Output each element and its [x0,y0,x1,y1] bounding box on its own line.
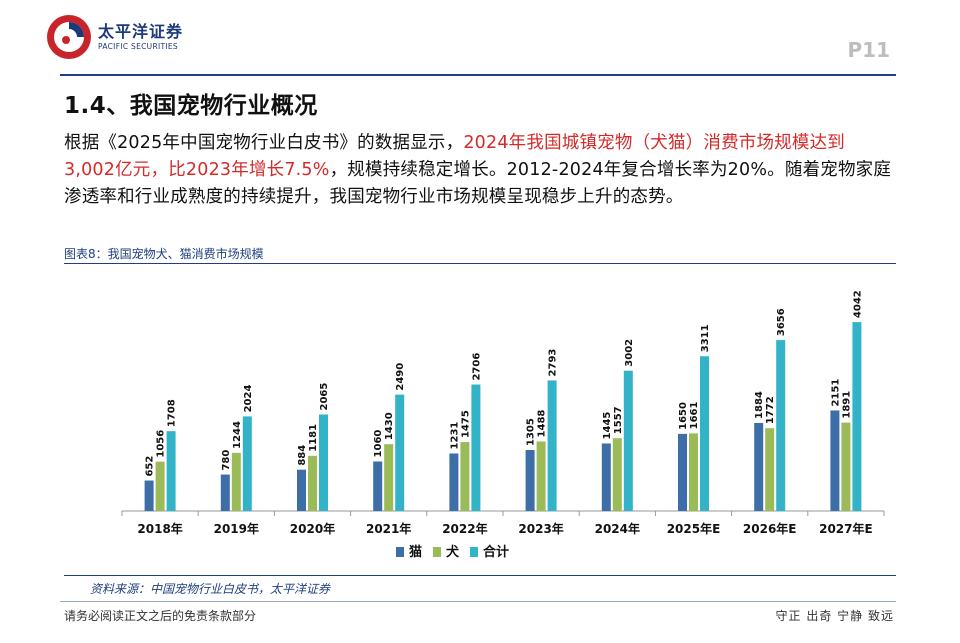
intro-highlight: 2024年我国城镇宠物（犬猫）消费市场规模达到3,002亿元，比2023年增长7… [64,133,845,180]
bar-猫-2024年 [601,443,611,511]
data-label-合计-2023年: 2793 [548,349,559,377]
data-label-犬-2027年E: 1891 [841,391,852,419]
header-divider [60,74,896,76]
data-label-合计-2027年E: 4042 [852,290,863,318]
bar-犬-2019年 [231,452,241,511]
legend-label-猫: 猫 [409,544,422,560]
company-logo: 太平洋证券 PACIFIC SECURITIES [44,12,194,62]
data-label-合计-2026年E: 3656 [776,308,787,336]
data-label-犬-2019年: 1244 [232,421,243,449]
section-title: 1.4、我国宠物行业概况 [64,93,318,119]
data-label-犬-2021年: 1430 [384,412,395,440]
bar-合计-2018年 [166,431,176,511]
data-label-猫-2025年E: 1650 [678,402,689,430]
x-tick-label: 2021年 [366,521,411,536]
bar-合计-2022年 [471,384,481,511]
caption-divider [64,263,896,264]
data-label-犬-2025年E: 1661 [689,401,700,429]
bar-犬-2022年 [460,442,470,511]
intro-text-1: 根据《2025年中国宠物行业白皮书》的数据显示， [64,133,464,153]
bar-猫-2025年E [678,433,687,511]
source-note: 资料来源：中国宠物行业白皮书，太平洋证券 [90,582,331,596]
bar-猫-2019年 [220,474,230,511]
data-label-犬-2018年: 1056 [156,430,167,458]
legend-label-合计: 合计 [483,544,509,560]
data-label-犬-2022年: 1475 [460,410,471,438]
data-label-猫-2021年: 1060 [373,430,384,458]
chart-caption: 图表8：我国宠物犬、猫消费市场规模 [64,247,264,261]
x-tick-label: 2019年 [214,521,259,536]
x-tick-label: 2023年 [518,521,563,536]
legend-swatch-犬 [433,547,441,557]
bar-猫-2026年E [754,422,764,511]
intro-paragraph: 根据《2025年中国宠物行业白皮书》的数据显示，2024年我国城镇宠物（犬猫）消… [64,130,894,211]
data-label-合计-2025年E: 3311 [700,324,711,352]
bar-合计-2024年 [623,370,633,511]
page-number: P11 [847,38,891,62]
bar-犬-2018年 [155,461,165,511]
data-label-合计-2020年: 2065 [319,383,330,411]
data-label-猫-2027年E: 2151 [830,379,841,407]
bar-犬-2024年 [612,438,622,511]
bar-犬-2025年E [689,433,698,511]
data-label-合计-2024年: 3002 [624,339,635,367]
bar-犬-2026年E [765,428,775,511]
data-label-犬-2020年: 1181 [308,424,319,452]
bar-合计-2023年 [547,380,557,511]
bar-犬-2020年 [308,455,317,511]
footer-motto: 守正 出奇 宁静 致远 [775,609,894,623]
data-label-猫-2026年E: 1884 [754,391,765,419]
x-tick-label: 2026年E [743,521,797,536]
x-tick-label: 2020年 [290,521,335,536]
data-label-猫-2020年: 884 [297,445,308,466]
bar-合计-2026年E [776,340,786,511]
data-label-猫-2024年: 1445 [602,412,613,440]
data-label-合计-2019年: 2024 [243,385,254,413]
x-tick-label: 2027年E [819,521,873,536]
x-tick-label: 2022年 [442,521,487,536]
source-divider [64,575,896,576]
data-label-合计-2021年: 2490 [395,363,406,391]
data-label-犬-2024年: 1557 [613,406,624,434]
logo-emblem-icon [47,15,91,59]
bar-猫-2021年 [373,461,383,511]
bar-犬-2023年 [536,441,546,511]
data-label-犬-2023年: 1488 [537,410,548,438]
legend-swatch-合计 [470,547,478,557]
bar-犬-2021年 [384,444,394,511]
legend-swatch-猫 [396,547,404,557]
intro-text-2: ，规模持续稳定增长。2012-2024年复合增长率为20%。随着宠物家庭渗透率和… [64,160,892,207]
x-tick-label: 2018年 [137,521,182,536]
bar-合计-2025年E [700,356,709,511]
x-tick-label: 2024年 [595,521,640,536]
data-label-猫-2018年: 652 [145,456,156,477]
bar-合计-2027年E [852,322,862,511]
bar-猫-2023年 [525,450,535,511]
bar-合计-2020年 [319,414,328,511]
data-label-猫-2022年: 1231 [449,422,460,450]
data-label-猫-2019年: 780 [221,450,232,471]
data-label-猫-2023年: 1305 [526,418,537,446]
logo-name-cn: 太平洋证券 [98,22,184,41]
data-label-合计-2022年: 2706 [471,353,482,381]
x-tick-label: 2025年E [667,521,721,536]
bar-猫-2022年 [449,453,459,511]
legend-label-犬: 犬 [446,544,460,560]
bar-犬-2027年E [841,422,851,511]
bar-合计-2019年 [242,416,252,511]
bar-猫-2027年E [830,410,840,511]
bar-合计-2021年 [395,394,405,511]
data-label-犬-2026年E: 1772 [765,396,776,424]
logo-name-en: PACIFIC SECURITIES [98,42,178,51]
footer-disclaimer: 请务必阅读正文之后的免责条款部分 [64,609,257,623]
footer-divider [60,601,896,602]
bar-猫-2018年 [144,480,154,511]
data-label-合计-2018年: 1708 [167,399,178,427]
bar-猫-2020年 [297,469,306,511]
